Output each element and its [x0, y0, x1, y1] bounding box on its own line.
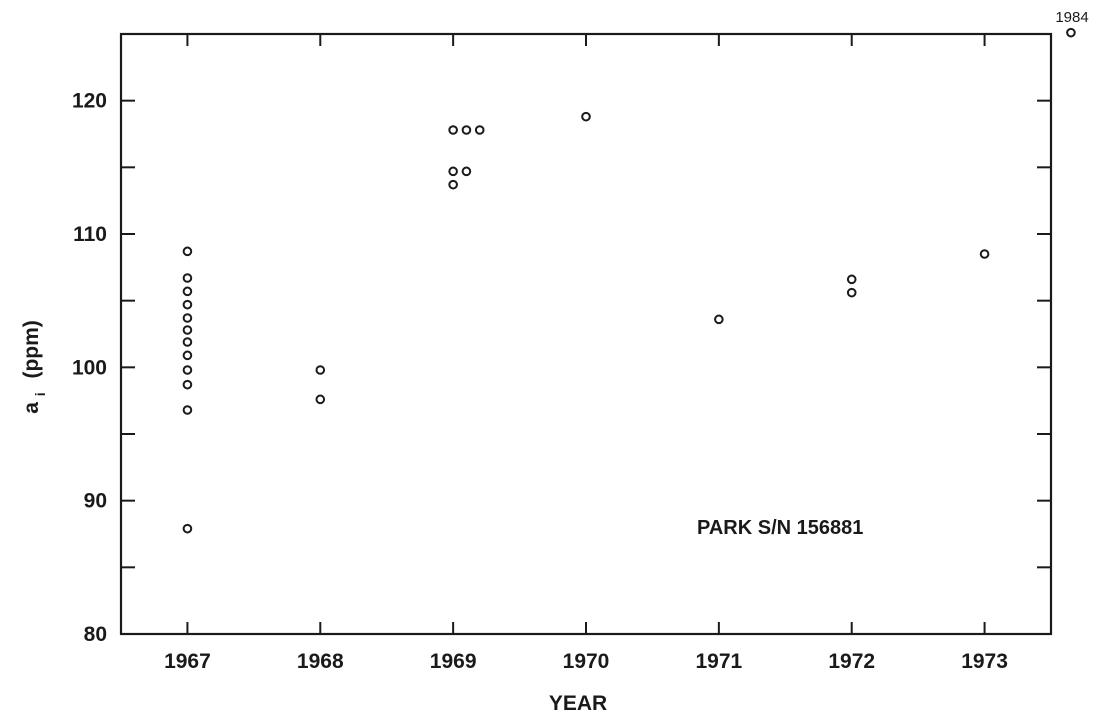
data-point-23	[846, 287, 857, 298]
y-tick-label: 100	[72, 356, 107, 379]
data-point-22	[846, 274, 857, 285]
plot-frame	[119, 32, 1053, 636]
data-point-8	[182, 365, 193, 375]
data-point-12	[315, 365, 326, 375]
y-tick-label: 120	[72, 90, 107, 113]
data-point-15	[461, 125, 472, 135]
data-point-10	[182, 405, 193, 415]
x-tick-label: 1969	[430, 650, 477, 673]
data-point-20	[581, 111, 591, 122]
y-axis-symbol: a	[20, 402, 43, 414]
x-tick-label: 1971	[695, 650, 742, 673]
x-tick-label: 1972	[828, 650, 875, 673]
outlier-year-label: 1984	[1055, 9, 1088, 26]
data-point-4	[182, 313, 193, 323]
plot-area: 1967 1968 1969 1970 1971 1972 1973 80 90 100 110 12…	[72, 27, 1076, 673]
y-axis-title: a i (ppm)	[20, 320, 50, 414]
data-point-2	[182, 286, 193, 297]
x-tick-label: 1973	[961, 650, 1008, 673]
data-point-18	[461, 166, 472, 177]
data-point-0	[182, 246, 193, 257]
data-point-9	[182, 379, 193, 390]
data-point-21	[714, 314, 724, 325]
data-point-3	[182, 299, 193, 310]
y-tick-label: 110	[73, 223, 107, 246]
data-point-17	[448, 166, 458, 177]
data-point-11	[182, 523, 193, 534]
x-axis-title: YEAR	[549, 692, 607, 715]
data-point-13	[315, 394, 326, 405]
data-point-7	[182, 350, 193, 361]
y-tick-label: 90	[84, 490, 107, 513]
data-point-5	[182, 325, 193, 335]
data-point-19	[448, 179, 458, 190]
x-tick-label: 1967	[164, 650, 211, 673]
data-point-6	[182, 337, 193, 347]
y-axis-units: (ppm)	[20, 320, 43, 378]
y-tick-label: 80	[84, 623, 107, 646]
data-point-24	[979, 249, 990, 259]
data-point-14	[448, 125, 458, 135]
data-point-1	[182, 273, 193, 283]
data-point-25	[1066, 27, 1076, 38]
data-point-16	[474, 125, 485, 135]
svg-text:a i (ppm): a i (ppm)	[20, 320, 50, 414]
y-axis-subscript: i	[32, 392, 48, 396]
x-tick-label: 1968	[297, 650, 344, 673]
chart-annotation: PARK S/N 156881	[697, 517, 863, 539]
x-tick-label: 1970	[563, 650, 610, 673]
